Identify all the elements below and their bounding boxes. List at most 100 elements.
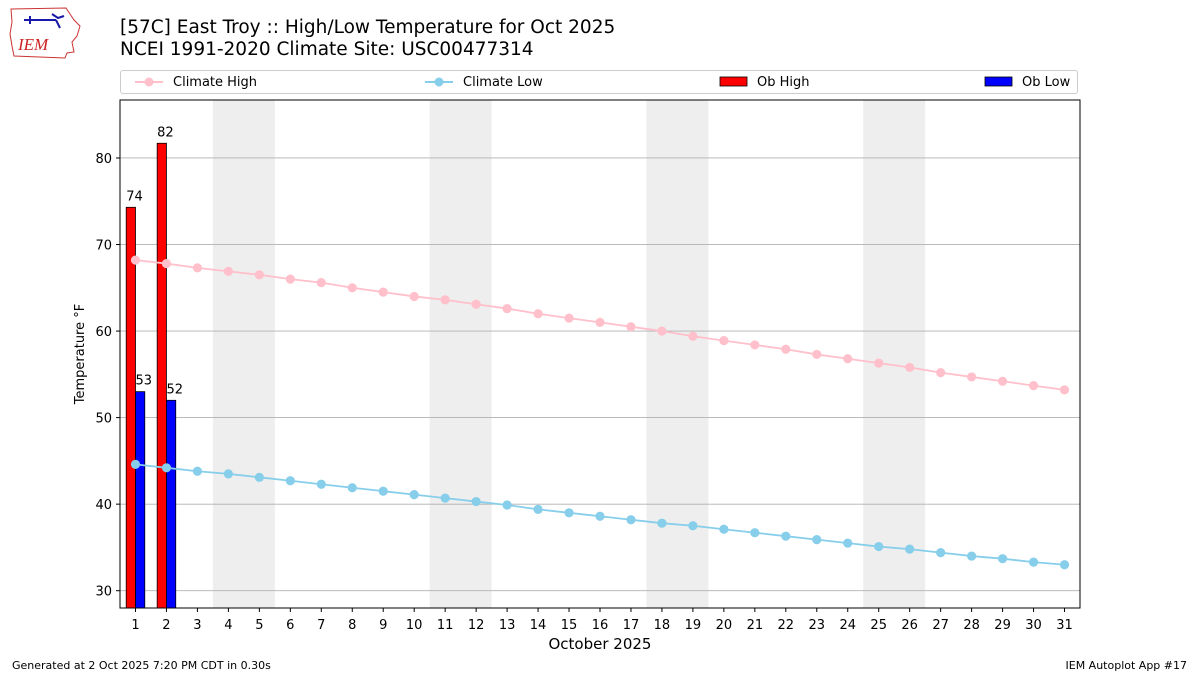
climate-low-point bbox=[347, 483, 357, 493]
climate-high-point bbox=[905, 362, 915, 373]
climate-low-point bbox=[223, 469, 233, 479]
climate-low-point bbox=[533, 504, 543, 514]
climate-low-point bbox=[161, 463, 172, 473]
x-tick-label: 11 bbox=[437, 618, 454, 633]
climate-low-point bbox=[1059, 560, 1070, 570]
climate-low-point bbox=[812, 535, 822, 545]
climate-low-point bbox=[905, 544, 915, 554]
y-axis-label: Temperature °F bbox=[73, 304, 88, 405]
legend-line-marker-icon bbox=[425, 77, 453, 87]
climate-high-point bbox=[719, 335, 729, 346]
x-tick-label: 7 bbox=[317, 618, 325, 633]
climate-low-point bbox=[502, 500, 512, 510]
x-tick-label: 29 bbox=[994, 618, 1011, 633]
footer-app-text: IEM Autoplot App #17 bbox=[1065, 659, 1188, 672]
x-tick-label: 8 bbox=[348, 618, 356, 633]
footer-generated-text: Generated at 2 Oct 2025 7:20 PM CDT in 0… bbox=[12, 659, 271, 672]
legend-climate-high: Climate High bbox=[135, 71, 257, 93]
climate-low-point bbox=[440, 493, 450, 503]
weekend-shade bbox=[429, 100, 492, 608]
legend-label: Ob Low bbox=[1022, 74, 1071, 90]
bar-value-label: 52 bbox=[166, 382, 183, 397]
climate-low-point bbox=[316, 479, 326, 489]
climate-low-point bbox=[719, 524, 729, 534]
climate-low-point bbox=[657, 518, 667, 528]
climate-high-point bbox=[936, 368, 946, 378]
x-tick-label: 16 bbox=[592, 618, 609, 633]
x-tick-label: 12 bbox=[468, 618, 485, 633]
climate-high-point bbox=[502, 303, 512, 314]
climate-high-point bbox=[223, 266, 233, 276]
y-tick-label: 70 bbox=[95, 239, 112, 254]
x-tick-label: 10 bbox=[406, 618, 423, 633]
climate-high-point bbox=[533, 309, 543, 319]
logo-text: IEM bbox=[17, 35, 49, 54]
legend-label: Climate High bbox=[173, 74, 258, 90]
climate-high-point bbox=[843, 354, 853, 364]
legend-label: Climate Low bbox=[463, 74, 543, 90]
bar-value-label: 82 bbox=[157, 125, 174, 140]
climate-high-point bbox=[750, 340, 760, 350]
legend-bar-swatch-icon bbox=[984, 76, 1013, 87]
x-tick-label: 6 bbox=[286, 618, 294, 633]
x-tick-label: 20 bbox=[716, 618, 733, 633]
climate-high-point bbox=[440, 295, 450, 305]
x-axis-label: October 2025 bbox=[549, 635, 652, 653]
climate-high-point bbox=[595, 317, 605, 328]
climate-high-point bbox=[626, 322, 636, 332]
climate-low-point bbox=[967, 551, 977, 561]
x-tick-label: 17 bbox=[623, 618, 640, 633]
climate-high-point bbox=[254, 270, 264, 280]
x-tick-label: 23 bbox=[809, 618, 826, 633]
climate-high-point bbox=[874, 358, 884, 368]
x-tick-label: 4 bbox=[224, 618, 232, 633]
x-tick-label: 22 bbox=[778, 618, 795, 633]
climate-low-point bbox=[936, 548, 946, 558]
climate-low-point bbox=[254, 472, 264, 482]
x-tick-label: 30 bbox=[1025, 618, 1042, 633]
x-tick-label: 15 bbox=[561, 618, 578, 633]
legend-ob-low: Ob Low bbox=[984, 71, 1070, 93]
climate-low-point bbox=[874, 541, 884, 552]
ob-high-bar bbox=[156, 142, 167, 609]
weather-station-icon bbox=[24, 13, 65, 29]
legend-label: Ob High bbox=[757, 74, 810, 90]
y-tick-label: 60 bbox=[95, 325, 112, 340]
climate-low-point bbox=[285, 476, 295, 486]
x-tick-label: 24 bbox=[839, 618, 856, 633]
y-tick-label: 50 bbox=[95, 412, 112, 427]
climate-low-point bbox=[595, 511, 605, 521]
x-tick-label: 26 bbox=[901, 618, 918, 633]
iowa-outline-shape bbox=[9, 7, 81, 59]
climate-high-point bbox=[347, 283, 357, 293]
climate-high-point bbox=[285, 274, 295, 284]
x-tick-label: 1 bbox=[131, 618, 139, 633]
legend-bar-swatch-icon bbox=[719, 76, 748, 87]
ob-low-bar bbox=[166, 399, 177, 609]
climate-high-point bbox=[378, 287, 388, 297]
x-tick-label: 5 bbox=[255, 618, 263, 633]
climate-low-point bbox=[750, 528, 760, 538]
x-tick-label: 13 bbox=[499, 618, 516, 633]
climate-high-point bbox=[812, 349, 822, 360]
climate-high-point bbox=[130, 255, 141, 265]
climate-high-point bbox=[688, 331, 698, 341]
climate-low-point bbox=[471, 496, 481, 507]
legend-climate-low: Climate Low bbox=[425, 71, 543, 93]
weekend-shade bbox=[646, 100, 709, 608]
climate-high-point bbox=[781, 344, 791, 354]
climate-high-point bbox=[409, 291, 419, 302]
x-tick-label: 2 bbox=[162, 618, 170, 633]
climate-low-point bbox=[192, 466, 203, 476]
climate-high-point bbox=[967, 372, 977, 382]
chart-legend: Climate High Climate Low Ob High Ob Low bbox=[120, 70, 1078, 94]
x-tick-label: 28 bbox=[963, 618, 980, 633]
x-tick-label: 9 bbox=[379, 618, 387, 633]
climate-high-point bbox=[997, 376, 1008, 386]
ob-low-bar bbox=[135, 391, 146, 609]
legend-ob-high: Ob High bbox=[719, 71, 810, 93]
climate-high-point bbox=[161, 258, 172, 269]
legend-line-marker-icon bbox=[135, 77, 163, 87]
chart-title: [57C] East Troy :: High/Low Temperature … bbox=[120, 17, 616, 38]
climate-high-point bbox=[1059, 385, 1070, 395]
